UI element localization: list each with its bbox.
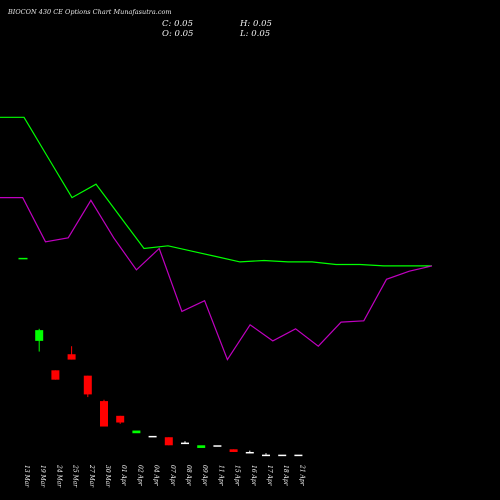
x-tick-label: 30 Mar xyxy=(104,465,111,488)
x-tick-label: 21 Apr xyxy=(298,464,305,487)
x-tick-label: 15 Apr xyxy=(234,465,241,487)
candle-body xyxy=(213,445,222,447)
x-tick-label: 09 Apr xyxy=(201,465,208,487)
x-tick-label: 19 Mar xyxy=(39,465,46,488)
x-tick-label: 11 Apr xyxy=(217,465,224,487)
x-tick-label: 27 Mar xyxy=(88,464,95,488)
x-tick-label: 04 Apr xyxy=(153,465,160,487)
candle-body xyxy=(278,454,287,457)
candle-body xyxy=(262,454,270,457)
candle-body xyxy=(245,451,254,454)
x-tick-label: 18 Apr xyxy=(282,465,289,487)
candle-body xyxy=(164,437,173,446)
close-label: C: 0.05 xyxy=(162,19,193,29)
x-tick-label: 25 Mar xyxy=(72,464,79,488)
candle-body xyxy=(197,445,206,448)
high-label: H: 0.05 xyxy=(240,19,272,29)
x-tick-label: 17 Apr xyxy=(266,465,273,487)
candle-body xyxy=(132,430,141,434)
chart-title: BIOCON 430 CE Options Chart Munafasutra.… xyxy=(8,8,172,16)
moving-average-line-1 xyxy=(0,116,432,267)
candle-body xyxy=(18,257,28,260)
candle-body xyxy=(35,330,44,341)
x-tick-label: 24 Mar xyxy=(55,464,62,488)
x-tick-label: 16 Apr xyxy=(250,465,257,487)
x-tick-label: 02 Apr xyxy=(136,465,143,487)
candle-body xyxy=(181,442,189,445)
candle-body xyxy=(67,354,76,360)
candle-body xyxy=(51,370,60,380)
candle-body xyxy=(294,454,303,457)
x-tick-label: 13 Mar xyxy=(23,465,30,488)
open-label: O: 0.05 xyxy=(162,29,194,39)
low-label: L: 0.05 xyxy=(240,29,271,39)
candle-body xyxy=(229,449,238,452)
x-tick-label: 01 Apr xyxy=(120,465,127,487)
candle-body xyxy=(100,401,108,427)
candle-body xyxy=(83,375,92,395)
moving-average-line-2 xyxy=(0,197,433,361)
x-tick-label: 07 Apr xyxy=(169,465,176,487)
candle-body xyxy=(148,435,157,438)
x-tick-label: 08 Apr xyxy=(185,465,192,487)
candle-body xyxy=(116,415,125,423)
